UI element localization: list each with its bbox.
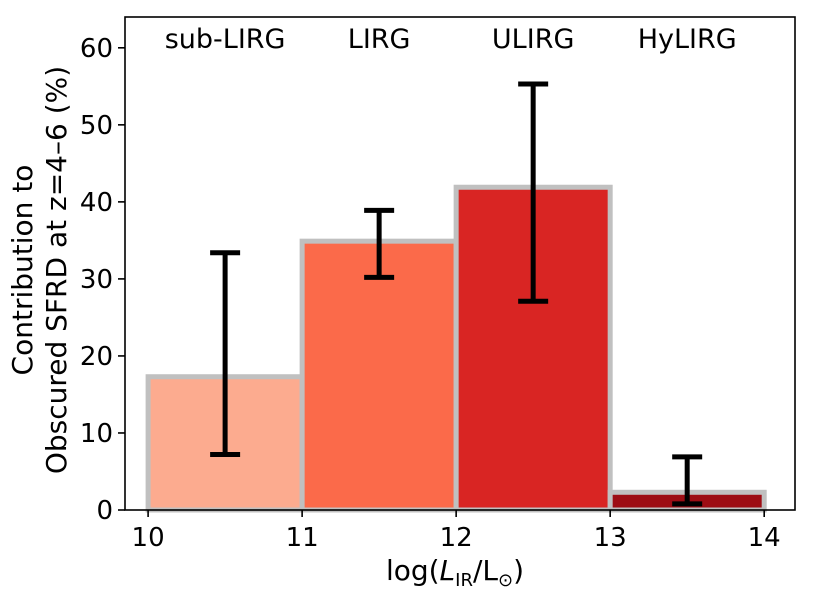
x-tick-label: 12 — [440, 523, 473, 553]
y-tick-label: 50 — [80, 111, 113, 141]
category-label: ULIRG — [492, 24, 574, 55]
errorbars-layer — [210, 81, 703, 507]
bars-layer — [145, 184, 767, 513]
plot-area — [124, 16, 796, 511]
category-label: sub-LIRG — [165, 24, 286, 55]
category-label: LIRG — [348, 24, 411, 55]
y-tick-label: 30 — [80, 265, 113, 295]
x-tick-label: 14 — [748, 523, 781, 553]
x-tick-label: 11 — [286, 523, 319, 553]
y-tick-label: 60 — [80, 34, 113, 64]
x-axis-label: log(LIR/L⊙) — [386, 554, 524, 591]
bar-lirg — [299, 238, 459, 513]
x-axis: 10 11 12 13 14 — [132, 510, 781, 553]
y-tick-label: 0 — [96, 496, 113, 526]
category-label: HyLIRG — [638, 24, 737, 55]
x-tick-label: 13 — [594, 523, 627, 553]
y-axis-label-line-2: Obscured SFRD at z=4–6 (%) — [40, 66, 73, 474]
category-labels: sub-LIRG LIRG ULIRG HyLIRG — [165, 24, 737, 55]
x-tick-label: 10 — [132, 523, 165, 553]
y-axis: 0 10 20 30 40 50 60 — [80, 34, 125, 526]
y-tick-label: 20 — [80, 342, 113, 372]
y-axis-label-line-1: Contribution to — [6, 165, 39, 376]
y-tick-label: 10 — [80, 419, 113, 449]
y-tick-label: 40 — [80, 188, 113, 218]
